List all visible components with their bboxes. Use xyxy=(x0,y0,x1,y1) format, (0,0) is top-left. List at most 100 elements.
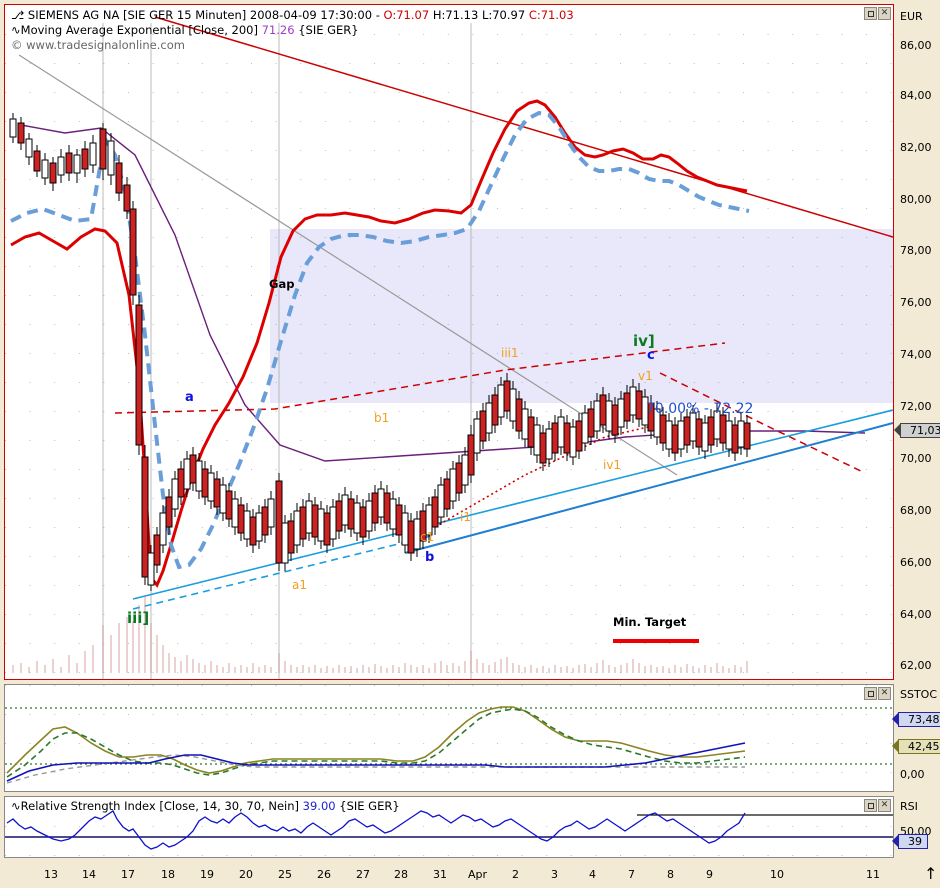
indicator-header[interactable]: ∿Moving Average Exponential [Close, 200]… xyxy=(11,23,359,37)
sstoc-percent-k-line xyxy=(6,706,746,774)
time-tick-13: 13 xyxy=(44,868,58,881)
time-tick-31: 31 xyxy=(433,868,447,881)
red-descending-resistance xyxy=(154,16,893,238)
price-tick-64: 64,00 xyxy=(900,608,932,621)
restore-icon[interactable] xyxy=(864,687,877,700)
price-tick-70: 70,00 xyxy=(900,452,932,465)
rsi-line xyxy=(6,810,746,850)
time-tick-9: 9 xyxy=(706,868,713,881)
annotation-wave-iv1: iv1 xyxy=(603,458,622,472)
current-price-flag: 71,03 xyxy=(894,423,940,438)
rsi-plot-area[interactable] xyxy=(5,797,893,857)
red-dashed-descending xyxy=(659,372,866,474)
copyright-label: © www.tradesignalonline.com xyxy=(11,38,185,52)
red-dashed-upper-fan xyxy=(114,342,726,414)
price-axis: EUR 86,00 84,00 82,00 80,00 78,00 76,00 … xyxy=(894,4,940,680)
price-tick-72: 72,00 xyxy=(900,400,932,413)
cyan-dashed-lower-channel xyxy=(132,534,436,610)
rsi-current-flag: 39 xyxy=(892,834,928,849)
annotation-wave-c1: c1 xyxy=(420,530,435,544)
instrument-title: SIEMENS AG NA [SIE GER 15 Minuten] 2008-… xyxy=(27,8,384,22)
rsi-header[interactable]: ∿Relative Strength Index [Close, 14, 30,… xyxy=(11,799,400,813)
rsi-svg xyxy=(5,797,893,857)
ema-slow-blue-dashed-curve xyxy=(10,110,750,570)
rsi-axis-title: RSI xyxy=(900,800,918,813)
annotation-wave-v1: v1 xyxy=(638,369,653,383)
price-tick-84: 84,00 xyxy=(900,89,932,102)
close-icon[interactable]: ✕ xyxy=(878,687,891,700)
price-tick-78: 78,00 xyxy=(900,244,932,257)
volume-bars xyxy=(12,595,748,673)
time-tick-8: 8 xyxy=(667,868,674,881)
rsi-axis: RSI 50,00 39 xyxy=(892,796,940,858)
scroll-up-arrow[interactable]: ↑ xyxy=(924,864,938,883)
annotation-wave-a1: a1 xyxy=(292,578,307,592)
time-tick-17: 17 xyxy=(121,868,135,881)
indicator-symbol: {SIE GER} xyxy=(298,23,359,37)
price-axis-title: EUR xyxy=(900,10,923,23)
price-panel-window-buttons[interactable]: ✕ xyxy=(864,7,891,20)
indicator-title: Moving Average Exponential [Close, 200] xyxy=(20,23,262,37)
time-tick-2: 2 xyxy=(512,868,519,881)
price-chart-panel[interactable]: ⎇ SIEMENS AG NA [SIE GER 15 Minuten] 200… xyxy=(4,4,894,680)
sstoc-panel-window-buttons[interactable]: ✕ xyxy=(864,687,891,700)
sstoc-svg xyxy=(5,685,893,791)
indicator-value: 71.26 xyxy=(261,23,295,37)
wave-icon: ∿ xyxy=(11,23,21,37)
time-tick-7: 7 xyxy=(628,868,635,881)
annotation-wave-iv: iv] xyxy=(633,332,655,350)
close-icon[interactable]: ✕ xyxy=(878,799,891,812)
price-tick-86: 86,00 xyxy=(900,39,932,52)
sstoc-panel[interactable]: ✕ xyxy=(4,684,894,792)
annotation-wave-b: b xyxy=(425,550,435,565)
time-tick-28: 28 xyxy=(394,868,408,881)
wave-icon: ∿ xyxy=(11,799,21,813)
time-tick-25: 25 xyxy=(278,868,292,881)
close-icon[interactable]: ✕ xyxy=(878,7,891,20)
sstoc-axis: SSTOC 73,48 42,45 0,00 xyxy=(892,684,940,792)
cyan-ascending-support xyxy=(132,409,893,600)
time-tick-26: 26 xyxy=(317,868,331,881)
annotation-wave-a: a xyxy=(185,390,194,405)
copyright-text: © www.tradesignalonline.com xyxy=(11,38,185,52)
rsi-panel-window-buttons[interactable]: ✕ xyxy=(864,799,891,812)
annotation-wave-iii: iii] xyxy=(127,609,150,627)
price-tick-62: 62,00 xyxy=(900,659,932,672)
price-tick-66: 66,00 xyxy=(900,556,932,569)
time-tick-4: 4 xyxy=(589,868,596,881)
time-tick-20: 20 xyxy=(239,868,253,881)
annotation-gap: Gap xyxy=(269,277,295,291)
time-tick-apr: Apr xyxy=(468,868,488,881)
restore-icon[interactable] xyxy=(864,799,877,812)
rsi-symbol: {SIE GER} xyxy=(339,799,400,813)
annotation-min-target: Min. Target xyxy=(613,615,687,629)
time-tick-27: 27 xyxy=(356,868,370,881)
red-dotted-ascending xyxy=(434,422,666,528)
grey-descending-trendline xyxy=(18,54,678,476)
time-tick-19: 19 xyxy=(200,868,214,881)
sstoc-flag-lower: 42,45 xyxy=(892,739,940,754)
time-tick-10: 10 xyxy=(770,868,784,881)
price-tick-76: 76,00 xyxy=(900,296,932,309)
annotation-wave-i1: i1 xyxy=(460,510,471,524)
ohlc-open: O:71.07 xyxy=(383,8,430,22)
price-tick-80: 80,00 xyxy=(900,193,932,206)
restore-icon[interactable] xyxy=(864,7,877,20)
ohlc-high-value: H:71.13 xyxy=(432,8,479,22)
symbol-marker: ⎇ xyxy=(11,8,25,22)
price-tick-68: 68,00 xyxy=(900,504,932,517)
price-tick-82: 82,00 xyxy=(900,141,932,154)
sstoc-plot-area[interactable] xyxy=(5,685,893,791)
time-axis: 13 14 17 18 19 20 25 26 27 28 31 Apr 2 3… xyxy=(4,858,940,888)
instrument-header: ⎇ SIEMENS AG NA [SIE GER 15 Minuten] 200… xyxy=(11,8,574,22)
price-plot-area[interactable] xyxy=(5,5,893,679)
annotation-wave-c: c xyxy=(647,348,655,363)
time-tick-3: 3 xyxy=(551,868,558,881)
sstoc-percent-d-line xyxy=(6,708,746,778)
rsi-title: Relative Strength Index [Close, 14, 30, … xyxy=(20,799,303,813)
sstoc-flag-upper: 73,48 xyxy=(892,712,940,727)
sstoc-gray-dashed-line xyxy=(6,754,745,784)
sstoc-axis-title: SSTOC xyxy=(900,688,938,701)
rsi-panel[interactable]: ∿Relative Strength Index [Close, 14, 30,… xyxy=(4,796,894,858)
